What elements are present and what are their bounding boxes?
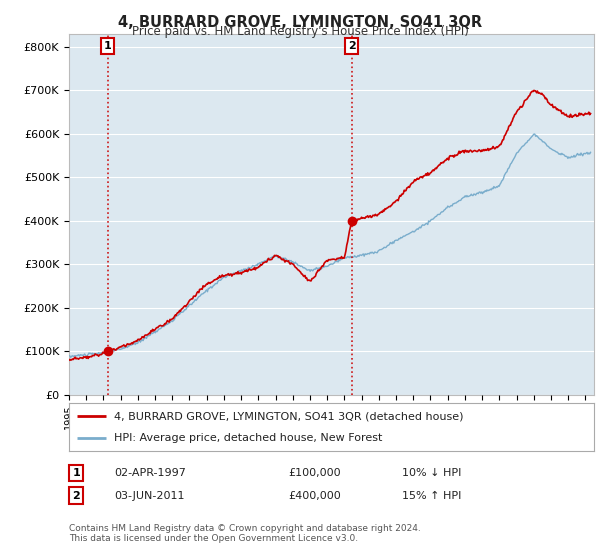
Text: 1: 1 (73, 468, 80, 478)
Text: Contains HM Land Registry data © Crown copyright and database right 2024.
This d: Contains HM Land Registry data © Crown c… (69, 524, 421, 543)
Text: 02-APR-1997: 02-APR-1997 (114, 468, 186, 478)
Text: 15% ↑ HPI: 15% ↑ HPI (402, 491, 461, 501)
Text: £400,000: £400,000 (288, 491, 341, 501)
Text: Price paid vs. HM Land Registry's House Price Index (HPI): Price paid vs. HM Land Registry's House … (131, 25, 469, 38)
Text: 2: 2 (73, 491, 80, 501)
Text: 2: 2 (348, 41, 356, 51)
Text: 03-JUN-2011: 03-JUN-2011 (114, 491, 185, 501)
Text: 10% ↓ HPI: 10% ↓ HPI (402, 468, 461, 478)
Text: 4, BURRARD GROVE, LYMINGTON, SO41 3QR (detached house): 4, BURRARD GROVE, LYMINGTON, SO41 3QR (d… (113, 411, 463, 421)
Text: HPI: Average price, detached house, New Forest: HPI: Average price, detached house, New … (113, 433, 382, 443)
Text: £100,000: £100,000 (288, 468, 341, 478)
Text: 1: 1 (104, 41, 112, 51)
Text: 4, BURRARD GROVE, LYMINGTON, SO41 3QR: 4, BURRARD GROVE, LYMINGTON, SO41 3QR (118, 15, 482, 30)
